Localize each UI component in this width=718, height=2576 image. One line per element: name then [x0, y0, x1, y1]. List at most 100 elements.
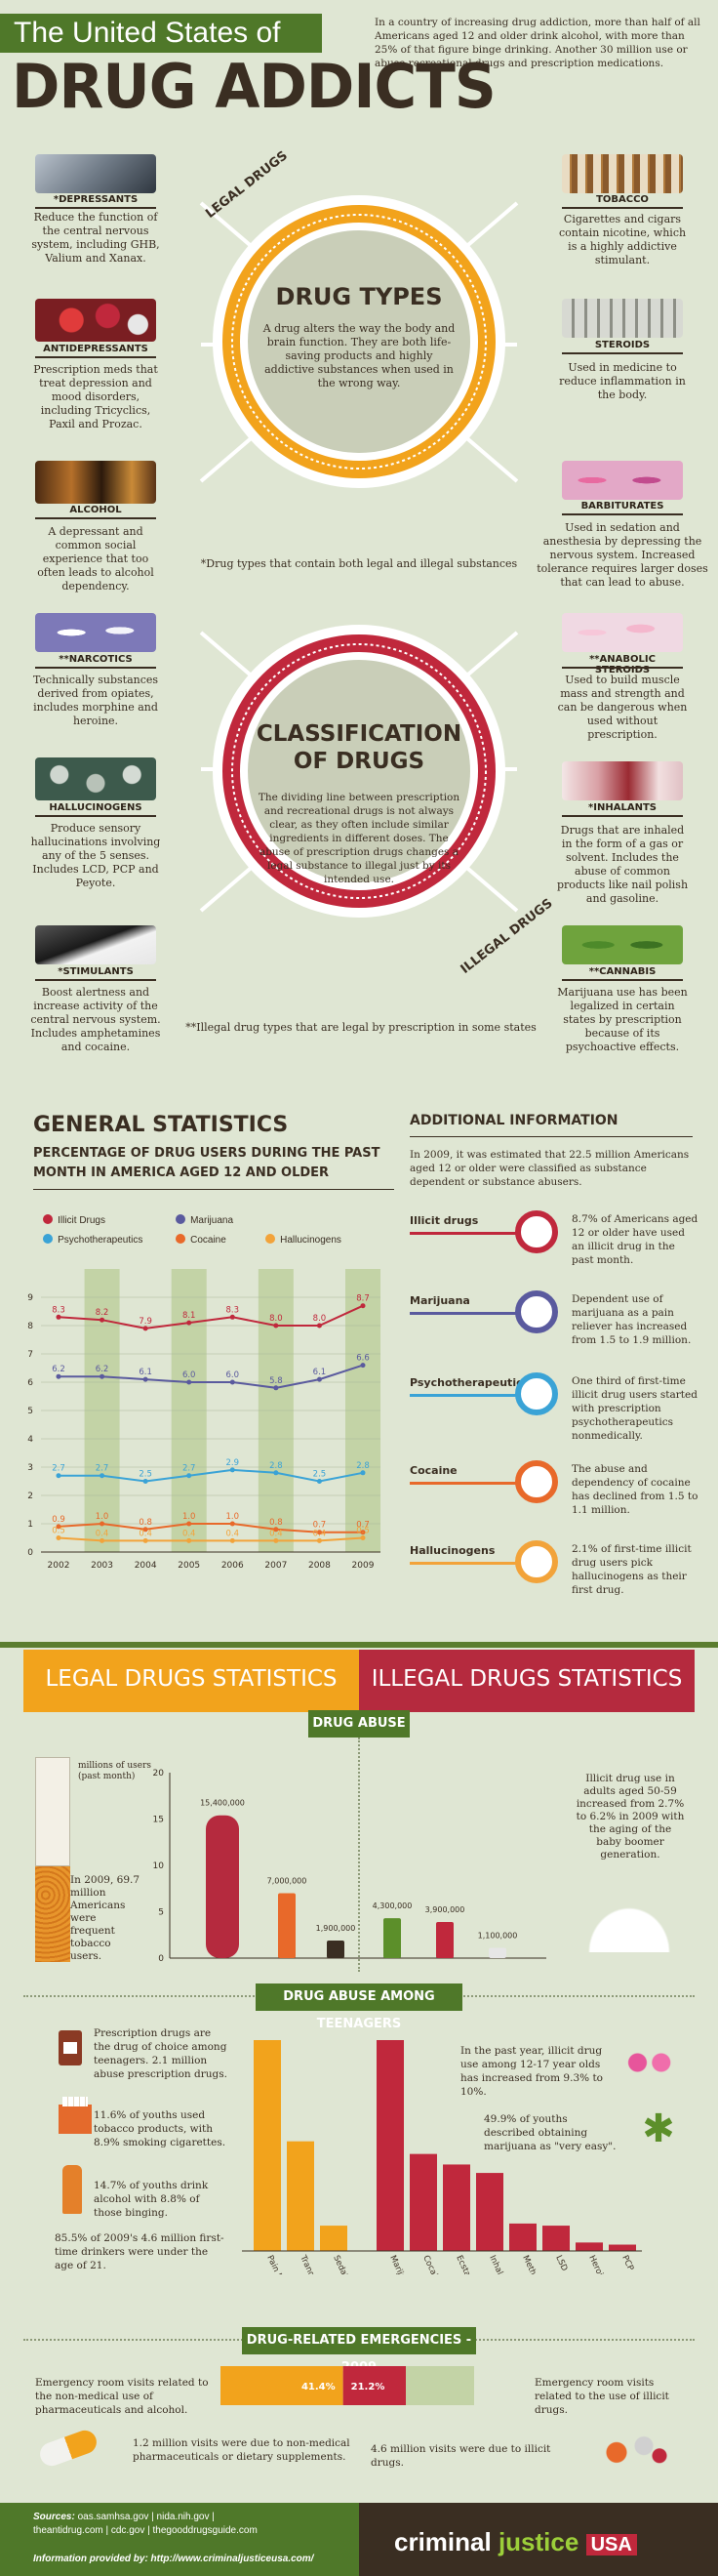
hallucinogens-label: HALLUCINOGENS	[49, 802, 142, 813]
inhalants-label: *INHALANTS	[588, 802, 657, 813]
data-point	[100, 1317, 105, 1323]
stimulants-label: *STIMULANTS	[58, 966, 134, 977]
steroids-desc: Used in medicine to reduce inflammation …	[559, 361, 686, 401]
depressants-desc: Reduce the function of the central nervo…	[31, 211, 160, 265]
teen-left-3: 14.7% of youths drink alcohol with 8.8% …	[94, 2180, 209, 2219]
footer-sources: Sources: oas.samhsa.gov | nida.nih.gov |…	[33, 2511, 355, 2538]
additional-text: 2.1% of first-time illicit drug users pi…	[572, 1543, 692, 1596]
emerg-right-note: 4.6 million visits were due to illicit d…	[371, 2443, 551, 2469]
sources-label: Sources:	[33, 2512, 75, 2522]
teen-right-1: In the past year, illicit drug use among…	[460, 2045, 603, 2098]
teen-bar-label: Tranquilizers	[298, 2253, 329, 2274]
data-point	[142, 1376, 148, 1382]
y-tick-label: 5	[158, 1908, 164, 1918]
data-point	[186, 1473, 192, 1479]
alcohol-desc: A depressant and common social experienc…	[37, 525, 154, 593]
series-line-0	[58, 1304, 364, 1329]
data-point	[100, 1373, 105, 1379]
data-point	[273, 1323, 279, 1329]
data-label: 0.4	[139, 1529, 152, 1538]
data-point	[229, 1467, 235, 1473]
data-point	[273, 1470, 279, 1476]
classification-ring	[199, 625, 519, 918]
data-label: 1,900,000	[316, 1924, 356, 1933]
stimulants-image	[35, 925, 156, 964]
brand-criminal: criminal	[394, 2527, 492, 2556]
steroids-image	[562, 299, 683, 338]
data-point	[100, 1521, 105, 1527]
stimulants-underline	[35, 979, 156, 981]
emerg-right: Emergency room visits related to the use…	[535, 2377, 669, 2416]
y-tick-label: 0	[27, 1548, 33, 1558]
powder-icon	[576, 1894, 683, 1952]
legend-halluc-label: Hallucinogens	[280, 1235, 341, 1246]
additional-icon	[515, 1290, 558, 1333]
data-label: 8.0	[313, 1314, 327, 1324]
data-label: 0.7	[356, 1521, 370, 1531]
data-label: 8.1	[182, 1311, 196, 1321]
data-point	[316, 1530, 322, 1535]
teen-bar	[476, 2173, 503, 2251]
drug-abuse-bar: DRUG ABUSE	[308, 1710, 410, 1738]
prescription-bottle-icon	[59, 2030, 82, 2065]
series-line-4	[58, 1536, 364, 1542]
anabolic-steroids-image	[562, 613, 683, 652]
tobacco-label: TOBACCO	[596, 194, 649, 205]
illegal-title: ILLEGAL DRUGS STATISTICS	[371, 1666, 683, 1692]
brand-justice: justice	[498, 2527, 579, 2556]
center-divider	[358, 1738, 360, 1972]
y-tick-label: 3	[27, 1463, 33, 1473]
brand-usa: USA	[585, 2534, 637, 2556]
additional-line	[410, 1312, 517, 1315]
illicit-note: Illicit drug use in adults aged 50-59 in…	[576, 1773, 685, 1860]
teen-bar-label: PCP	[619, 2254, 635, 2272]
cigarette-icon	[35, 1757, 70, 1962]
legend-psycho: Psychotherapeutics	[43, 1228, 142, 1247]
x-tick-label: 2006	[221, 1561, 244, 1571]
cannabis-desc: Marijuana use has been legalized in cert…	[557, 986, 688, 1053]
data-point	[186, 1537, 192, 1543]
data-label: 2.5	[139, 1470, 152, 1480]
teen-left-4: 85.5% of 2009's 4.6 million first-time d…	[55, 2232, 224, 2271]
data-point	[100, 1537, 105, 1543]
y-tick-label: 9	[27, 1293, 33, 1303]
additional-intro: In 2009, it was estimated that 22.5 mill…	[410, 1149, 690, 1188]
data-label: 0.4	[182, 1529, 196, 1538]
page-title: DRUG ADDICTS	[12, 51, 497, 122]
data-label: 8.0	[269, 1314, 283, 1324]
data-label: 6.1	[139, 1368, 152, 1377]
bar-marijuana	[383, 1918, 401, 1958]
drug-types-ring	[199, 195, 519, 488]
header-intro: In a country of increasing drug addictio…	[375, 17, 700, 69]
data-point	[360, 1535, 366, 1540]
general-stats-subtitle-line2: MONTH IN AMERICA AGED 12 AND OLDER	[33, 1165, 330, 1180]
y-tick-label: 7	[27, 1350, 33, 1360]
y-tick-label: 10	[153, 1861, 165, 1871]
teen-bar	[509, 2223, 537, 2251]
data-label: 0.4	[96, 1529, 109, 1538]
sources-line2: theantidrug.com | cdc.gov | thegooddrugs…	[33, 2525, 258, 2536]
data-point	[316, 1376, 322, 1382]
data-label: 1,100,000	[478, 1932, 518, 1941]
data-label: 8.3	[226, 1305, 240, 1315]
emerg-left-note: 1.2 million visits were due to non-medic…	[133, 2437, 350, 2463]
legal-title: LEGAL DRUGS STATISTICS	[45, 1666, 338, 1692]
additional-divider	[410, 1136, 693, 1137]
pills-icon	[624, 2052, 677, 2073]
classification-title-line2: OF DRUGS	[293, 749, 425, 774]
data-label: 6.0	[226, 1370, 240, 1380]
teen-bar	[320, 2226, 347, 2251]
anabolic-steroids-desc: Used to build muscle mass and strength a…	[557, 674, 688, 741]
data-point	[316, 1323, 322, 1329]
data-label: 3,900,000	[425, 1905, 465, 1914]
antidepressants-underline	[35, 356, 156, 358]
additional-text: Dependent use of marijuana as a pain rel…	[572, 1293, 692, 1346]
emerg-label-illegal: 21.2%	[351, 2382, 385, 2392]
data-label: 2.9	[226, 1458, 240, 1468]
emerg-bar-illegal	[342, 2366, 406, 2405]
data-point	[142, 1479, 148, 1484]
y-tick-label: 1	[27, 1520, 33, 1530]
bar-hallucinogens	[489, 1947, 506, 1958]
teen-left-2: 11.6% of youths used tobacco products, w…	[94, 2109, 226, 2148]
teen-bar-label: Meth	[520, 2254, 538, 2274]
